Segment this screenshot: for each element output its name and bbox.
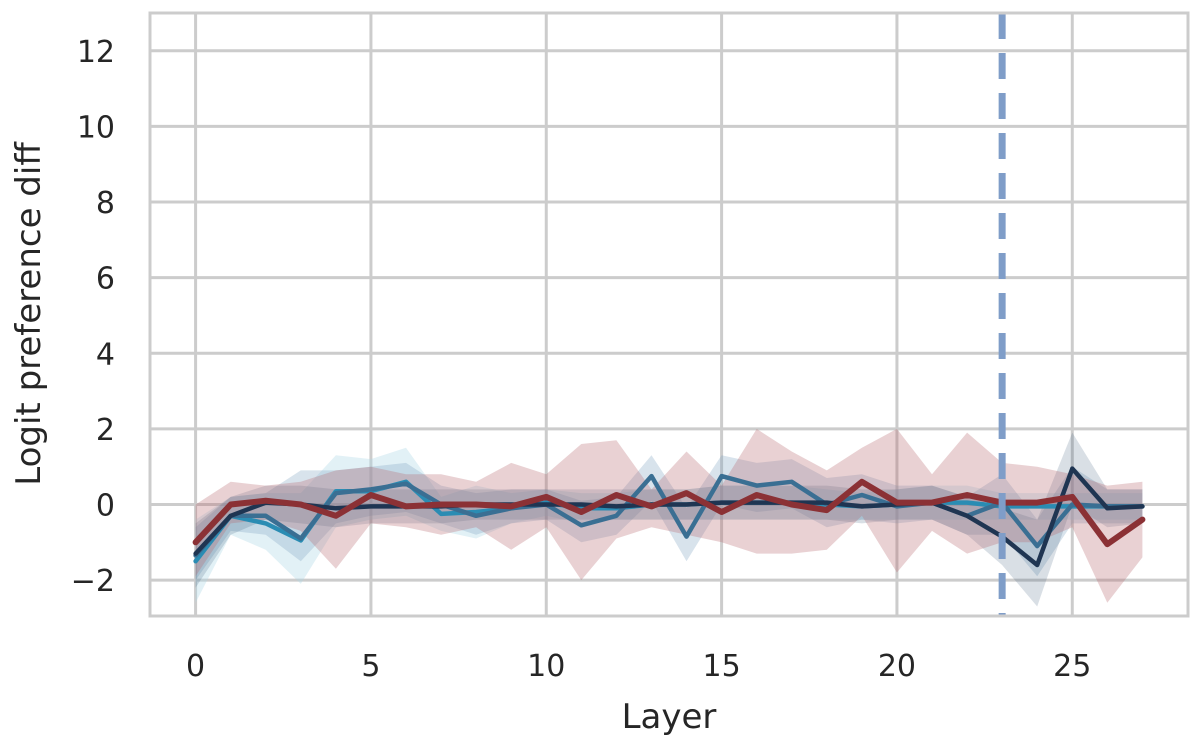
y-tick-label: 12	[77, 35, 115, 70]
x-tick-label: 15	[703, 649, 741, 684]
series-4-band	[195, 428, 1143, 603]
y-tick-label: 2	[96, 413, 115, 448]
y-tick-label: 4	[96, 337, 115, 372]
x-tick-label: 10	[527, 649, 565, 684]
plot-frame	[148, 11, 1190, 618]
confidence-bands	[195, 428, 1143, 607]
y-tick-label: 6	[96, 262, 115, 297]
y-tick-label: 8	[96, 186, 115, 221]
x-axis-label: Layer	[622, 697, 717, 737]
y-tick-label: −2	[71, 564, 115, 599]
x-tick-labels: 0 5 10 15 20 25	[186, 649, 1091, 684]
x-tick-label: 0	[186, 649, 205, 684]
series-4-line	[192, 478, 1146, 548]
x-tick-label: 5	[361, 649, 380, 684]
y-tick-labels: −2 0 2 4 6 8 10 12	[71, 35, 115, 599]
y-tick-label: 0	[96, 488, 115, 523]
series-3-band	[195, 432, 1143, 607]
x-tick-label: 20	[878, 649, 916, 684]
grid	[150, 13, 1188, 616]
x-tick-label: 25	[1053, 649, 1091, 684]
y-tick-label: 10	[77, 110, 115, 145]
series-1-band	[195, 447, 1143, 603]
series-lines	[192, 466, 1146, 568]
series-2-band	[195, 455, 1143, 581]
y-axis-label: Logit preference diff	[9, 141, 49, 486]
